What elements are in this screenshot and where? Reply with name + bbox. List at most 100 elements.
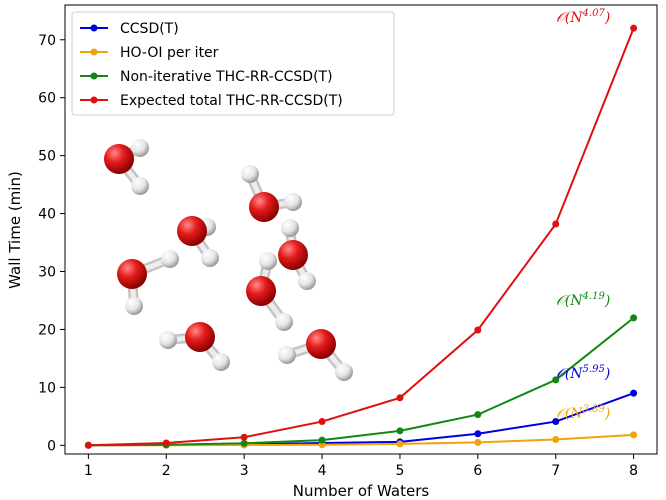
- x-axis-label: Number of Waters: [293, 482, 430, 500]
- legend-entry: Expected total THC-RR-CCSD(T): [120, 93, 343, 109]
- data-point: [552, 376, 560, 384]
- legend-entry: CCSD(T): [120, 21, 179, 37]
- y-tick-label: 60: [38, 91, 56, 107]
- x-tick-label: 3: [240, 463, 249, 479]
- annotation-base: 𝒪(N: [556, 293, 583, 309]
- data-point: [396, 427, 404, 435]
- hydrogen-atom: [281, 219, 299, 237]
- annotation-close: ): [604, 366, 610, 382]
- series-line: [88, 27, 635, 447]
- water-molecule: [241, 165, 302, 222]
- data-point: [630, 431, 638, 439]
- water-molecule: [177, 216, 219, 267]
- hydrogen-atom: [241, 165, 259, 183]
- x-tick-label: 5: [395, 463, 404, 479]
- annotation-exponent: 5.95: [583, 364, 605, 375]
- water-molecule: [117, 250, 179, 315]
- scaling-annotation: 𝒪(N3.89): [556, 404, 610, 422]
- data-point: [84, 441, 92, 449]
- annotation-base: 𝒪(N: [556, 406, 583, 422]
- hydrogen-atom: [131, 139, 149, 157]
- x-tick-label: 2: [162, 463, 171, 479]
- plot-frame: [64, 4, 658, 455]
- hydrogen-atom: [284, 193, 302, 211]
- data-point: [474, 438, 482, 446]
- hydrogen-atom: [201, 249, 219, 267]
- data-point: [474, 326, 482, 334]
- data-point: [396, 440, 404, 448]
- legend-box: [71, 11, 395, 116]
- annotation-layer: 𝒪(N5.95)𝒪(N3.89)𝒪(N4.19)𝒪(N4.07): [556, 8, 610, 422]
- hydrogen-atom: [131, 177, 149, 195]
- oxygen-atom: [177, 216, 207, 246]
- y-axis-label: Wall Time (min): [6, 171, 24, 289]
- hydrogen-atom: [125, 297, 143, 315]
- legend-entry: Non-iterative THC-RR-CCSD(T): [120, 69, 333, 85]
- data-point: [396, 394, 404, 402]
- water-molecule: [159, 322, 230, 371]
- data-point: [630, 314, 638, 322]
- x-tick-label: 7: [551, 463, 560, 479]
- series-line: [88, 392, 634, 447]
- oxygen-atom: [306, 329, 336, 359]
- annotation-exponent: 3.89: [583, 404, 606, 415]
- data-point: [630, 24, 638, 32]
- hydrogen-atom: [212, 353, 230, 371]
- hydrogen-atom: [278, 346, 296, 364]
- oxygen-atom: [249, 192, 279, 222]
- water-cluster-molecules: [104, 139, 353, 381]
- legend-marker: [90, 72, 98, 80]
- annotation-base: 𝒪(N: [556, 10, 583, 26]
- water-molecule: [104, 139, 149, 195]
- y-tick-label: 70: [38, 33, 56, 49]
- annotation-exponent: 4.19: [582, 291, 606, 302]
- legend-entry: HO-OI per iter: [120, 45, 219, 61]
- x-tick-label: 4: [318, 463, 327, 479]
- hydrogen-atom: [335, 363, 353, 381]
- data-point: [552, 220, 560, 228]
- oxygen-atom: [185, 322, 215, 352]
- y-tick-label: 30: [38, 265, 56, 281]
- y-tick-label: 20: [38, 322, 56, 338]
- y-tick-label: 10: [38, 380, 56, 396]
- series-layer: [84, 24, 638, 449]
- data-point: [162, 439, 170, 447]
- data-point: [318, 418, 326, 426]
- hydrogen-atom: [275, 313, 293, 331]
- legend-marker: [90, 24, 98, 32]
- data-point: [240, 439, 248, 447]
- scaling-annotation: 𝒪(N4.19): [556, 291, 610, 309]
- hydrogen-atom: [159, 331, 177, 349]
- oxygen-atom: [117, 259, 147, 289]
- annotation-exponent: 4.07: [582, 8, 606, 19]
- annotation-close: ): [604, 10, 610, 26]
- annotation-close: ): [604, 293, 610, 309]
- x-tick-label: 1: [84, 463, 93, 479]
- annotation-base: 𝒪(N: [556, 366, 583, 382]
- data-point: [474, 411, 482, 419]
- series-line: [88, 317, 635, 447]
- hydrogen-atom: [161, 250, 179, 268]
- scaling-annotation: 𝒪(N5.95): [556, 364, 610, 382]
- scaling-annotation: 𝒪(N4.07): [556, 8, 610, 26]
- legend: CCSD(T) HO-OI per iter Non-iterative THC-R…: [71, 11, 395, 116]
- oxygen-atom: [104, 144, 134, 174]
- data-point: [552, 436, 560, 444]
- water-molecule: [278, 219, 316, 290]
- oxygen-atom: [278, 240, 308, 270]
- water-molecule: [246, 252, 293, 331]
- data-point: [474, 430, 482, 438]
- data-point: [630, 389, 638, 397]
- legend-marker: [90, 96, 98, 104]
- y-tick-label: 50: [38, 149, 56, 165]
- x-tick-label: 8: [629, 463, 638, 479]
- data-point: [318, 436, 326, 444]
- y-tick-label: 0: [47, 438, 56, 454]
- legend-marker: [90, 48, 98, 56]
- annotation-close: ): [604, 406, 610, 422]
- ticks-layer: 1 2 3 4 5 6 7 8 0 10 20 30 40 50 60 70: [38, 33, 638, 479]
- data-point: [240, 433, 248, 441]
- hydrogen-atom: [298, 272, 316, 290]
- series-expected-total-thc-rr-ccsd-t-: [84, 24, 638, 449]
